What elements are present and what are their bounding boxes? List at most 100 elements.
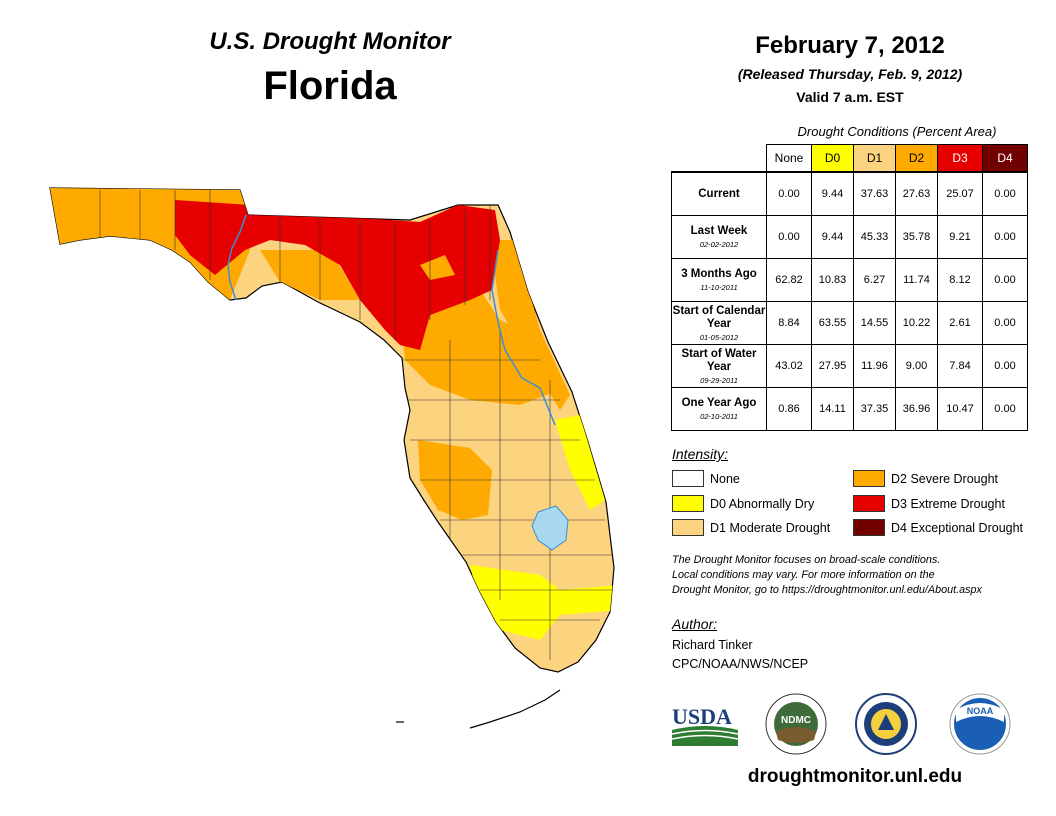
table-row: 3 Months Ago 11-10-2011 62.82 10.83 6.27 …	[671, 258, 1028, 302]
d2-region-gulf-bend	[260, 250, 360, 300]
map-subtitle: U.S. Drought Monitor	[209, 28, 451, 55]
d2-region-central	[400, 290, 560, 405]
release-date: (Released Thursday, Feb. 9, 2012)	[737, 66, 963, 82]
row-label: Start of Calendar Year 01-05-2012	[671, 301, 767, 345]
cell: 37.35	[853, 387, 896, 431]
cell: 8.84	[766, 301, 812, 345]
row-label: Current	[671, 171, 767, 216]
cell: 27.95	[811, 344, 854, 388]
ndmc-logo: NDMC	[765, 693, 827, 755]
cell: 9.44	[811, 215, 854, 259]
cell: 10.47	[937, 387, 983, 431]
legend-item-d4: D4 Exceptional Drought	[853, 519, 1023, 536]
col-none: None	[766, 144, 812, 173]
apalachicola-river	[227, 214, 247, 301]
legend-label: D0 Abnormally Dry	[710, 496, 815, 511]
table-row: Start of Water Year 09-29-2011 43.02 27.9…	[671, 344, 1028, 388]
cell: 9.21	[937, 215, 983, 259]
county-lines	[99, 190, 612, 660]
row-label: Start of Water Year 09-29-2011	[671, 344, 767, 388]
cell: 36.96	[895, 387, 938, 431]
svg-text:NDMC: NDMC	[781, 715, 811, 726]
note-line: Drought Monitor, go to https://droughtmo…	[672, 584, 982, 596]
cell: 8.12	[937, 258, 983, 302]
florida-drought-map	[49, 187, 615, 729]
d3-region-north	[175, 200, 500, 350]
cell: 37.63	[853, 171, 896, 216]
cell: 14.11	[811, 387, 854, 431]
svg-text:USDA: USDA	[672, 704, 732, 729]
cell: 2.61	[937, 301, 983, 345]
website-link[interactable]: droughtmonitor.unl.edu	[747, 766, 963, 787]
legend-item-d3: D3 Extreme Drought	[853, 495, 1005, 512]
legend-swatch	[672, 519, 704, 536]
legend-swatch	[672, 470, 704, 487]
d2-pocket-north	[420, 255, 455, 280]
valid-time: Valid 7 a.m. EST	[796, 89, 904, 105]
table-corner	[672, 145, 767, 173]
cell: 45.33	[853, 215, 896, 259]
d2-region-east-coast	[490, 240, 570, 410]
map-date: February 7, 2012	[755, 32, 945, 59]
cell: 62.82	[766, 258, 812, 302]
col-d1: D1	[853, 144, 896, 173]
table-row: Last Week 02-02-2012 0.00 9.44 45.33 35.7…	[671, 215, 1028, 259]
cell: 0.00	[982, 344, 1028, 388]
author-name: Richard Tinker	[672, 638, 753, 652]
st-johns-river	[491, 249, 556, 426]
cell: 10.22	[895, 301, 938, 345]
note-line: Local conditions may vary. For more info…	[672, 569, 935, 581]
svg-text:NOAA: NOAA	[967, 706, 994, 716]
legend-item-d1: D1 Moderate Drought	[672, 519, 830, 536]
legend-label: D3 Extreme Drought	[891, 496, 1005, 511]
cell: 0.00	[982, 387, 1028, 431]
row-label: One Year Ago 02-10-2011	[671, 387, 767, 431]
legend-title: Intensity:	[672, 446, 729, 462]
author-org: CPC/NOAA/NWS/NCEP	[672, 657, 809, 671]
cell: 7.84	[937, 344, 983, 388]
cell: 25.07	[937, 171, 983, 216]
cell: 0.00	[982, 215, 1028, 259]
lake-okeechobee	[531, 505, 569, 551]
cell: 11.96	[853, 344, 896, 388]
usda-logo: USDA	[671, 704, 739, 746]
cell: 9.00	[895, 344, 938, 388]
cell: 9.44	[811, 171, 854, 216]
cell: 0.86	[766, 387, 812, 431]
map-title: Florida	[263, 64, 397, 108]
note-text: The Drought Monitor focuses on broad-sca…	[672, 553, 1052, 598]
cell: 14.55	[853, 301, 896, 345]
legend-item-d2: D2 Severe Drought	[853, 470, 998, 487]
table-row: Start of Calendar Year 01-05-2012 8.84 63…	[671, 301, 1028, 345]
legend-swatch	[672, 495, 704, 512]
d0-region-east-coast	[555, 415, 605, 510]
col-d4: D4	[982, 144, 1028, 173]
cell: 0.00	[982, 171, 1028, 216]
legend-label: D1 Moderate Drought	[710, 520, 831, 535]
col-d3: D3	[937, 144, 983, 173]
row-label: 3 Months Ago 11-10-2011	[671, 258, 767, 302]
legend-swatch	[853, 519, 885, 536]
cell: 63.55	[811, 301, 854, 345]
legend-label: None	[710, 471, 740, 486]
cell: 10.83	[811, 258, 854, 302]
legend-item-d0: D0 Abnormally Dry	[672, 495, 814, 512]
legend-item-none: None	[672, 470, 740, 487]
florida-keys	[469, 689, 561, 729]
col-d0: D0	[811, 144, 854, 173]
table-row: One Year Ago 02-10-2011 0.86 14.11 37.35 …	[671, 387, 1028, 431]
cell: 27.63	[895, 171, 938, 216]
table-row: Current 0.00 9.44 37.63 27.63 25.07 0.00	[671, 171, 1028, 216]
cell: 43.02	[766, 344, 812, 388]
cell: 11.74	[895, 258, 938, 302]
cell: 35.78	[895, 215, 938, 259]
note-line: The Drought Monitor focuses on broad-sca…	[672, 554, 941, 566]
legend-swatch	[853, 495, 885, 512]
col-d2: D2	[895, 144, 938, 173]
noaa-logo: NOAA	[949, 693, 1011, 755]
author-heading: Author:	[672, 616, 718, 632]
cell: 0.00	[766, 171, 812, 216]
table-caption: Drought Conditions (Percent Area)	[797, 124, 997, 139]
legend-label: D4 Exceptional Drought	[891, 520, 1024, 535]
drought-conditions-table: None D0 D1 D2 D3 D4 Current 0.00 9.44 37…	[671, 144, 1028, 431]
